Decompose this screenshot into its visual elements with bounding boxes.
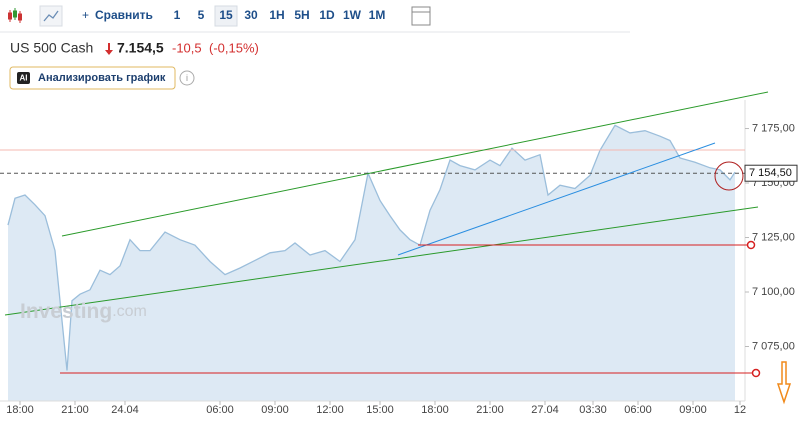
area-fill (8, 125, 735, 402)
analyze-label: Анализировать график (38, 72, 166, 84)
x-tick-label: 06:00 (624, 404, 652, 416)
candle-icon[interactable] (8, 8, 22, 23)
timeframe[interactable]: 1W (343, 8, 362, 22)
x-tick-label: 21:00 (61, 404, 89, 416)
y-tick-label: 7 075,00 (752, 340, 795, 352)
watermark-brand: Investing (20, 300, 112, 323)
timeframe[interactable]: 1M (369, 8, 386, 22)
x-tick-label: 21:00 (476, 404, 504, 416)
handle (746, 240, 756, 250)
x-tick-label: 27.04 (531, 404, 559, 416)
compare-button[interactable]: Сравнить (95, 8, 153, 22)
x-tick-label: 12:00 (316, 404, 344, 416)
x-tick-label: 09:00 (261, 404, 289, 416)
x-tick-label: 18:00 (6, 404, 34, 416)
handle (751, 368, 761, 378)
change-percent: (-0,15%) (209, 40, 259, 55)
info-icon[interactable] (179, 70, 195, 86)
x-tick-label: 18:00 (421, 404, 449, 416)
y-tick-label: 7 175,00 (752, 122, 795, 134)
price: 7.154,5 (117, 40, 164, 56)
current-price-label: 7 154,50 (749, 167, 792, 179)
timeframe[interactable]: 15 (219, 8, 233, 22)
area-icon-line (43, 10, 59, 22)
current-price-box (744, 164, 798, 182)
plus: + (82, 8, 89, 22)
symbol: US 500 Cash (10, 40, 93, 56)
trend-line (397, 142, 716, 256)
x-tick-label: 09:00 (679, 404, 707, 416)
timeframe-active (214, 5, 238, 27)
plot: 7 175,007 150,007 125,007 100,007 075,00… (0, 100, 798, 416)
y-tick-label: 7 100,00 (752, 286, 795, 298)
drawings (0, 91, 792, 405)
x-tick-label: 24.04 (111, 404, 139, 416)
change: -10,5 (172, 40, 202, 55)
down-arrow-mark (776, 361, 792, 405)
ai-icon (17, 72, 30, 84)
x-tick-label: 03:30 (579, 404, 607, 416)
watermark: Investing.com (20, 300, 147, 323)
analyze-button[interactable] (9, 66, 176, 90)
timeframe[interactable]: 1 (174, 8, 181, 22)
y-tick-label: 7 125,00 (752, 231, 795, 243)
timeframe[interactable]: 5 (198, 8, 205, 22)
highlight-circle (714, 161, 744, 191)
timeframe[interactable]: 1H (269, 8, 284, 22)
ai-icon-text: AI (20, 74, 28, 83)
timeframe[interactable]: 30 (244, 8, 258, 22)
x-tick-label: 15:00 (366, 404, 394, 416)
timeframe[interactable]: 1D (319, 8, 335, 22)
timeframe[interactable]: 5H (294, 8, 309, 22)
toolbar: + Сравнить 1 5 15 30 1H 5H 1D 1W 1M (0, 5, 630, 33)
timeframes: 1 5 15 30 1H 5H 1D 1W 1M (174, 5, 386, 27)
down-arrow (105, 43, 113, 55)
watermark-suffix: .com (112, 303, 147, 320)
x-tick-label: 12 (734, 404, 746, 416)
info-i: i (186, 73, 188, 83)
x-tick-label: 06:00 (206, 404, 234, 416)
channel-bottom (4, 206, 759, 316)
channel-top (61, 91, 769, 237)
table-icon[interactable] (411, 6, 431, 26)
